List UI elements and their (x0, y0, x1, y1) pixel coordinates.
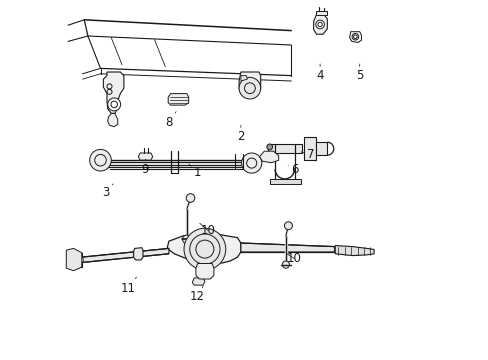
Polygon shape (316, 142, 326, 155)
Circle shape (186, 194, 194, 202)
Bar (269, 179, 300, 184)
Polygon shape (313, 14, 326, 34)
Circle shape (284, 222, 292, 230)
Text: 5: 5 (355, 64, 363, 82)
Circle shape (70, 253, 83, 266)
Polygon shape (168, 94, 188, 105)
Text: 6: 6 (288, 163, 298, 176)
Polygon shape (335, 246, 373, 256)
Text: 7: 7 (301, 148, 314, 161)
Text: 9: 9 (142, 159, 149, 176)
Polygon shape (79, 248, 168, 263)
Polygon shape (196, 264, 213, 279)
Polygon shape (133, 248, 142, 260)
Polygon shape (303, 137, 316, 160)
Text: 3: 3 (102, 184, 113, 199)
Text: 10: 10 (286, 252, 301, 265)
Text: 12: 12 (189, 286, 204, 303)
Text: 11: 11 (121, 277, 136, 294)
Text: 4: 4 (316, 64, 323, 82)
Circle shape (282, 261, 289, 268)
Circle shape (182, 235, 191, 244)
Text: 10: 10 (200, 223, 215, 237)
Polygon shape (241, 76, 247, 81)
Polygon shape (72, 253, 81, 267)
Circle shape (241, 153, 261, 173)
Text: 1: 1 (188, 164, 201, 179)
Polygon shape (239, 72, 260, 97)
Circle shape (266, 144, 272, 150)
Polygon shape (107, 113, 118, 127)
Circle shape (107, 98, 121, 111)
Text: 2: 2 (237, 125, 244, 143)
Polygon shape (241, 243, 334, 252)
Bar (316, 11, 326, 15)
Circle shape (183, 228, 225, 270)
Text: 8: 8 (165, 112, 176, 129)
Polygon shape (259, 151, 278, 163)
Polygon shape (192, 278, 204, 285)
Polygon shape (103, 72, 123, 113)
Polygon shape (349, 32, 361, 42)
Polygon shape (66, 248, 81, 271)
Circle shape (351, 33, 358, 40)
Polygon shape (267, 144, 302, 153)
Polygon shape (138, 153, 152, 160)
Circle shape (89, 149, 111, 171)
Circle shape (239, 77, 260, 99)
Polygon shape (167, 232, 241, 264)
Circle shape (315, 20, 324, 29)
